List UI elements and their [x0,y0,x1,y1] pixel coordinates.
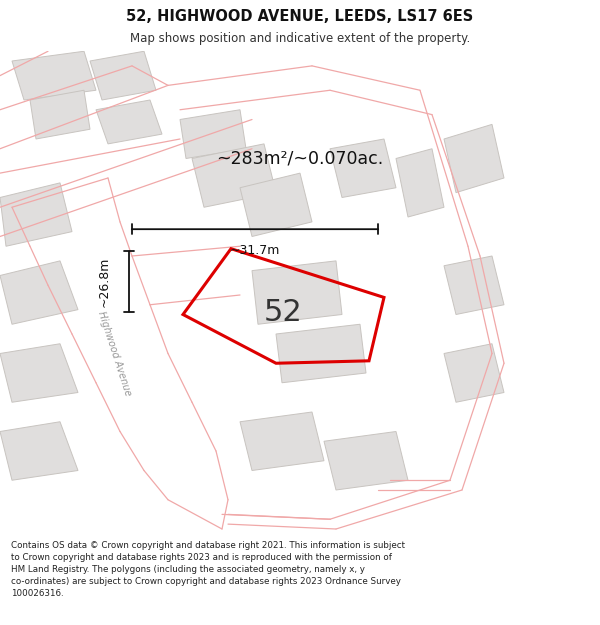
Polygon shape [96,100,162,144]
Polygon shape [444,344,504,402]
Polygon shape [252,261,342,324]
Polygon shape [444,124,504,192]
Polygon shape [276,324,366,382]
Text: Map shows position and indicative extent of the property.: Map shows position and indicative extent… [130,32,470,45]
Text: Highwood Avenue: Highwood Avenue [95,310,133,397]
Polygon shape [180,110,246,159]
Polygon shape [444,256,504,314]
Text: ~31.7m: ~31.7m [230,244,280,257]
Polygon shape [396,149,444,217]
Text: 52, HIGHWOOD AVENUE, LEEDS, LS17 6ES: 52, HIGHWOOD AVENUE, LEEDS, LS17 6ES [127,9,473,24]
Polygon shape [0,422,78,480]
Polygon shape [0,344,78,402]
Polygon shape [30,90,90,139]
Polygon shape [240,412,324,471]
Polygon shape [192,144,276,208]
Polygon shape [0,261,78,324]
Text: Contains OS data © Crown copyright and database right 2021. This information is : Contains OS data © Crown copyright and d… [11,541,405,598]
Polygon shape [330,139,396,198]
Polygon shape [90,51,156,100]
Text: 52: 52 [263,298,302,326]
Polygon shape [0,183,72,246]
Text: ~283m²/~0.070ac.: ~283m²/~0.070ac. [217,149,383,168]
Text: ~26.8m: ~26.8m [98,256,111,307]
Polygon shape [12,51,96,100]
Polygon shape [324,431,408,490]
Polygon shape [240,173,312,236]
